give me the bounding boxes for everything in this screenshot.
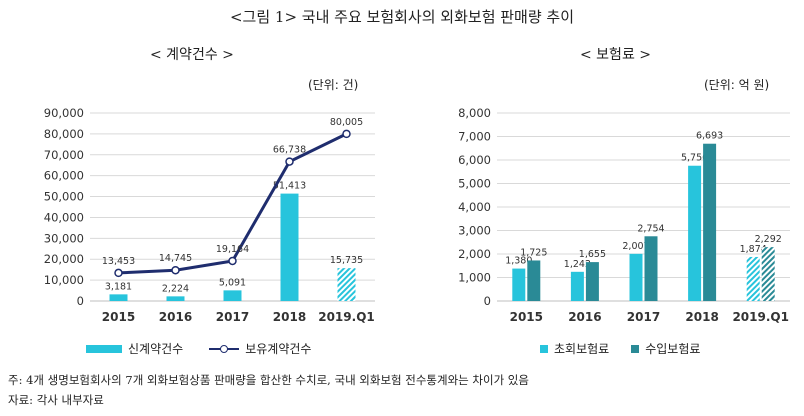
x-tick-label: 2016 (159, 310, 192, 324)
bar-data-label: 3,181 (105, 281, 132, 292)
bar-data-label: 2,754 (637, 223, 664, 234)
x-tick-label: 2016 (568, 310, 601, 324)
line-point (171, 265, 180, 275)
bar (703, 143, 717, 301)
x-tick-label: 2017 (216, 310, 249, 324)
legend-swatch-holding-contracts (209, 344, 240, 354)
bar (644, 236, 658, 301)
legend-swatch-initial-premium (540, 344, 548, 353)
x-tick-label: 2017 (627, 310, 660, 324)
y-tick-label: 2,000 (458, 247, 491, 261)
bar-data-label: 6,693 (696, 131, 723, 142)
bar-data-label: 51,413 (273, 181, 306, 192)
figure-title: <그림 1> 국내 주요 보험회사의 외화보험 판매량 추이 (229, 8, 575, 26)
y-tick-label: 30,000 (44, 231, 84, 245)
bar (688, 165, 702, 301)
legend-label-holding-contracts: 보유계약건수 (245, 342, 312, 356)
y-tick-label: 20,000 (44, 252, 84, 266)
line-data-label: 66,738 (273, 145, 306, 156)
x-tick-label: 2018 (685, 310, 718, 324)
line-point (228, 256, 237, 266)
bar-data-label: 5,756 (681, 153, 708, 164)
line-point (285, 157, 294, 166)
y-tick-label: 40,000 (44, 210, 84, 224)
bar (337, 268, 356, 301)
line-data-label: 80,005 (330, 117, 363, 128)
bar (746, 256, 760, 301)
right-legend: 초회보험료 수입보험료 (540, 340, 700, 357)
bar (109, 294, 128, 301)
x-tick-label: 2019.Q1 (318, 310, 375, 324)
bar-data-label: 2,224 (162, 283, 189, 294)
legend-label-received-premium: 수입보험료 (645, 342, 701, 356)
y-tick-label: 8,000 (458, 106, 491, 120)
right-chart-subtitle: < 보험료 > (580, 47, 652, 63)
bar-data-label: 1,725 (520, 247, 547, 258)
bar (527, 260, 541, 301)
line-data-label: 13,453 (102, 256, 135, 267)
x-tick-label: 2015 (510, 310, 543, 324)
y-tick-label: 6,000 (458, 153, 491, 167)
bar-data-label: 1,380 (505, 256, 532, 267)
bar (570, 271, 584, 301)
legend-swatch-new-contracts (86, 344, 122, 353)
source-note: 자료: 각사 내부자료 (8, 393, 104, 407)
x-tick-label: 2015 (102, 310, 135, 324)
bar-data-label: 5,091 (219, 277, 246, 288)
y-tick-label: 0 (77, 294, 84, 308)
bar (629, 253, 643, 301)
legend-label-new-contracts: 신계약건수 (128, 342, 184, 356)
left-chart-subtitle: < 계약건수 > (150, 47, 234, 63)
bar (166, 296, 185, 301)
bar-data-label: 1,242 (564, 259, 591, 270)
bar (585, 262, 599, 301)
y-tick-label: 80,000 (44, 127, 84, 141)
line-data-label: 19,164 (216, 244, 249, 255)
line-point (114, 268, 123, 278)
y-tick-label: 4,000 (458, 200, 491, 214)
line-data-label: 14,745 (159, 253, 192, 264)
bar (223, 290, 242, 301)
bar-data-label: 1,655 (579, 249, 606, 260)
y-tick-label: 1,000 (458, 271, 491, 285)
line-point (342, 129, 351, 139)
bar-data-label: 1,874 (740, 244, 767, 255)
left-legend: 신계약건수 보유계약건수 (86, 340, 311, 357)
y-tick-label: 60,000 (44, 169, 84, 183)
bar-data-label: 15,735 (330, 255, 363, 266)
bar (761, 247, 775, 301)
bar (280, 193, 299, 301)
x-tick-label: 2018 (273, 310, 306, 324)
y-tick-label: 7,000 (458, 130, 491, 144)
y-tick-label: 70,000 (44, 148, 84, 162)
y-tick-label: 10,000 (44, 273, 84, 287)
y-tick-label: 90,000 (44, 106, 84, 120)
y-tick-label: 3,000 (458, 224, 491, 238)
bar-data-label: 2,292 (755, 234, 782, 245)
x-tick-label: 2019.Q1 (732, 310, 789, 324)
y-tick-label: 5,000 (458, 177, 491, 191)
legend-swatch-received-premium (631, 344, 640, 353)
left-chart-unit: (단위: 건) (308, 78, 359, 92)
y-tick-label: 0 (484, 294, 491, 308)
legend-label-initial-premium: 초회보험료 (554, 342, 610, 356)
bar (512, 268, 526, 301)
right-chart-unit: (단위: 억 원) (704, 78, 770, 92)
y-tick-label: 50,000 (44, 190, 84, 204)
bar-data-label: 2,007 (622, 241, 649, 252)
footnote: 주: 4개 생명보험회사의 7개 외화보험상품 판매량을 합산한 수치로, 국내… (8, 373, 529, 387)
